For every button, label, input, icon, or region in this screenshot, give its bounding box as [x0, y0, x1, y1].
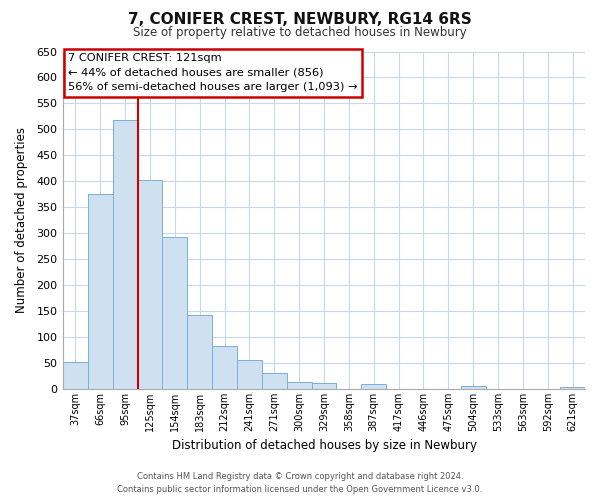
Bar [63, 362, 88, 389]
Bar [560, 387, 585, 389]
Bar [287, 382, 311, 389]
Text: Contains HM Land Registry data © Crown copyright and database right 2024.
Contai: Contains HM Land Registry data © Crown c… [118, 472, 482, 494]
Bar [361, 384, 386, 389]
Text: Size of property relative to detached houses in Newbury: Size of property relative to detached ho… [133, 26, 467, 39]
Bar [461, 386, 485, 389]
Bar [113, 120, 137, 389]
Bar [237, 360, 262, 389]
Bar [311, 384, 337, 389]
Bar [137, 180, 163, 389]
Y-axis label: Number of detached properties: Number of detached properties [15, 128, 28, 314]
Text: 7 CONIFER CREST: 121sqm
← 44% of detached houses are smaller (856)
56% of semi-d: 7 CONIFER CREST: 121sqm ← 44% of detache… [68, 53, 358, 92]
Bar [163, 237, 187, 389]
X-axis label: Distribution of detached houses by size in Newbury: Distribution of detached houses by size … [172, 440, 476, 452]
Bar [212, 346, 237, 389]
Text: 7, CONIFER CREST, NEWBURY, RG14 6RS: 7, CONIFER CREST, NEWBURY, RG14 6RS [128, 12, 472, 28]
Bar [187, 315, 212, 389]
Bar [262, 374, 287, 389]
Bar [88, 194, 113, 389]
